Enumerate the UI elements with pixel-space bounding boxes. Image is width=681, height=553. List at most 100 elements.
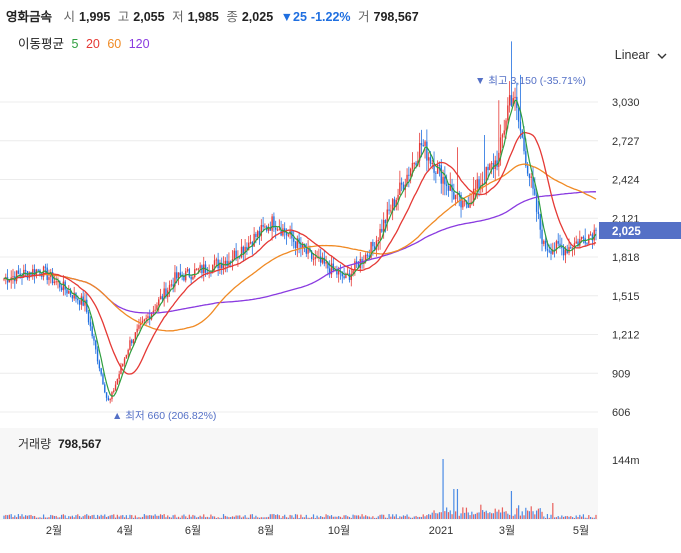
candle-body — [546, 248, 549, 251]
scale-selector[interactable]: Linear — [615, 48, 667, 62]
volume-bar — [496, 511, 498, 519]
volume-bar — [519, 515, 522, 519]
candle-body — [420, 143, 423, 146]
volume-bar — [327, 515, 329, 519]
candle-body — [377, 239, 379, 241]
volume-bar — [338, 516, 340, 519]
volume-bar — [330, 515, 333, 519]
candle-body — [12, 276, 14, 278]
moving-average-label: 이동평균 — [18, 37, 65, 51]
candle-body — [508, 95, 511, 106]
candle-body — [86, 299, 88, 313]
ma-60-label[interactable]: 60 — [107, 37, 122, 51]
volume-bar — [329, 516, 331, 519]
time-axis: 2월 4월 6월 8월 10월 2021 3월 5월 — [46, 524, 589, 537]
time-tick-label: 2021 — [429, 525, 453, 537]
volume-bar — [50, 514, 52, 519]
candle-body — [489, 164, 491, 171]
ma-20-label[interactable]: 20 — [85, 37, 100, 51]
volume-bar — [222, 514, 225, 519]
candle-body — [233, 250, 236, 260]
volume-bar — [258, 517, 261, 519]
volume-bar — [17, 514, 19, 519]
candle-body — [251, 242, 254, 247]
volume-bar — [465, 507, 468, 519]
candle-body — [152, 310, 155, 314]
volume-bar — [104, 514, 106, 519]
candle-body — [41, 273, 43, 277]
candle-body — [465, 200, 468, 205]
candle-body — [273, 216, 275, 228]
candle-body — [235, 250, 237, 259]
candle-body — [354, 261, 356, 271]
candle-body — [402, 184, 405, 190]
volume-bar — [404, 515, 406, 519]
candle-body — [372, 242, 374, 247]
candle-body — [5, 277, 7, 279]
candle-body — [32, 269, 34, 276]
candle-body — [87, 312, 90, 323]
volume-bar — [377, 516, 379, 519]
candle-body — [156, 305, 158, 310]
volume-bar — [492, 513, 495, 519]
candle-body — [390, 210, 392, 212]
candle-body — [453, 191, 455, 200]
volume-label: 거 — [358, 10, 370, 24]
volume-bar — [46, 517, 48, 519]
candle-body — [109, 399, 111, 401]
volume-bar — [84, 514, 86, 519]
volume-bar — [446, 507, 448, 519]
candle-body — [276, 229, 279, 231]
volume-bar — [395, 514, 397, 519]
volume-bar — [444, 511, 446, 519]
candle-body — [301, 243, 304, 248]
volume-bar — [44, 517, 46, 519]
volume-bar — [14, 515, 16, 519]
candle-body — [132, 339, 135, 344]
volume-bar — [501, 507, 504, 519]
candle-body — [352, 270, 354, 274]
price-tick-label: 2,121 — [612, 213, 640, 225]
volume-bar — [593, 517, 595, 519]
volume-bar — [314, 517, 316, 519]
candle-body — [507, 105, 509, 121]
candle-body — [212, 264, 214, 273]
ma-120-label[interactable]: 120 — [128, 37, 150, 51]
volume-bar — [276, 514, 279, 519]
volume-bar — [260, 517, 262, 519]
volume-bar — [350, 517, 352, 519]
volume-bar — [451, 514, 453, 519]
volume-bar — [300, 514, 302, 519]
candle-body — [3, 278, 5, 280]
candle-body — [397, 194, 399, 200]
candle-body — [298, 238, 300, 244]
volume-bar — [105, 517, 108, 519]
volume-bar — [307, 517, 309, 519]
candle-body — [363, 261, 365, 264]
volume-bar — [523, 515, 525, 519]
candle-body — [69, 291, 72, 296]
candle-body — [442, 176, 444, 184]
candle-body — [435, 172, 437, 174]
chevron-down-icon — [657, 53, 667, 59]
volume-bar — [516, 508, 518, 519]
close-label: 종 — [226, 10, 238, 24]
candle-body — [577, 241, 579, 246]
candle-body — [480, 185, 482, 190]
ma-5-label[interactable]: 5 — [71, 37, 79, 51]
volume-bar — [289, 514, 291, 519]
candle-body — [517, 107, 520, 122]
volume-bar — [417, 516, 419, 519]
volume-bar — [388, 514, 390, 519]
volume-bar — [59, 517, 61, 519]
volume-bar — [363, 516, 365, 519]
volume-bar — [356, 515, 358, 519]
candle-body — [158, 299, 160, 306]
price-tick-label: 2,727 — [612, 136, 640, 148]
volume-bar — [237, 515, 239, 519]
volume-bar — [32, 516, 34, 519]
ma-5-line — [3, 99, 597, 397]
candle-body — [239, 256, 241, 258]
candle-body — [84, 299, 86, 306]
